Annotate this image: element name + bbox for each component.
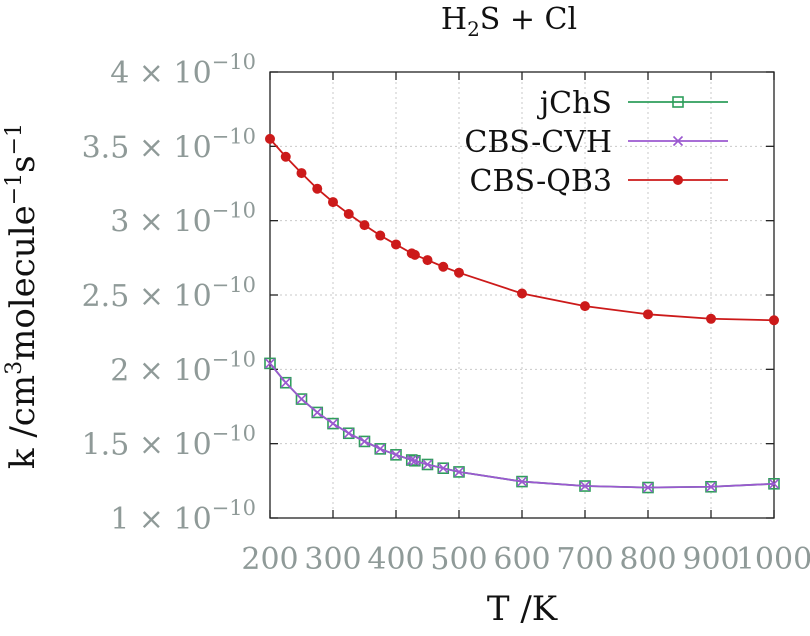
point-marker	[409, 249, 420, 260]
point-marker	[265, 133, 275, 144]
series-cbs-cvh	[264, 358, 780, 493]
point-marker	[580, 301, 590, 312]
point-marker	[343, 208, 354, 219]
point-marker	[312, 407, 323, 418]
point-marker	[391, 239, 401, 250]
point-marker	[438, 463, 449, 474]
point-marker	[264, 357, 276, 370]
point-marker	[280, 377, 291, 388]
point-marker	[328, 197, 338, 208]
point-marker	[517, 288, 527, 299]
point-marker	[672, 96, 684, 108]
y-tick-label: 1.5 × 10−10	[82, 422, 256, 463]
legend-entry: jChS	[537, 86, 728, 121]
point-marker	[359, 220, 370, 231]
point-marker	[312, 183, 323, 194]
point-marker	[769, 315, 779, 326]
x-tick-label: 400	[367, 542, 424, 577]
point-marker	[390, 449, 402, 461]
y-tick-labels: 1 × 10−10 1.5 × 10−10 2 × 10−10 2.5 × 10−10…	[82, 50, 256, 537]
y-tick-label: 2 × 10−10	[110, 347, 256, 388]
x-tick-label: 1000	[736, 542, 810, 577]
point-marker	[343, 428, 354, 439]
point-marker	[264, 358, 276, 369]
y-tick-label: 3 × 10−10	[110, 199, 256, 240]
point-marker	[311, 406, 324, 419]
legend: jChS CBS-CVH CBS-QB3	[464, 86, 728, 199]
x-tick-label: 300	[304, 542, 361, 577]
point-marker	[375, 443, 386, 454]
point-marker	[280, 151, 291, 162]
point-marker	[295, 393, 308, 405]
point-marker	[327, 418, 339, 429]
point-marker	[342, 427, 355, 440]
series-cbs-qb3	[265, 133, 779, 326]
point-marker	[768, 478, 780, 489]
point-marker	[422, 459, 433, 470]
x-tick-label: 900	[682, 542, 739, 577]
legend-label: jChS	[537, 86, 612, 121]
legend-label: CBS-CVH	[464, 125, 612, 160]
point-marker	[437, 462, 450, 474]
point-marker	[359, 436, 370, 447]
point-marker	[390, 449, 402, 460]
point-marker	[438, 261, 449, 272]
x-axis-title: T /K	[487, 589, 558, 629]
point-marker	[454, 267, 464, 278]
chart-title: H2S + Cl	[441, 2, 577, 41]
y-tick-label: 1 × 10−10	[110, 496, 256, 537]
point-marker	[516, 476, 528, 487]
point-marker	[642, 482, 654, 493]
x-tick-label: 800	[619, 542, 676, 577]
x-tick-label: 200	[241, 542, 298, 577]
point-marker	[406, 454, 417, 466]
x-tick-label: 600	[493, 542, 550, 577]
point-marker	[453, 466, 465, 477]
data-series	[264, 133, 780, 494]
legend-label: CBS-QB3	[469, 164, 612, 199]
point-marker	[643, 309, 653, 320]
point-marker	[409, 455, 420, 466]
point-marker	[672, 135, 684, 147]
point-marker	[375, 230, 386, 241]
point-marker	[705, 481, 717, 492]
point-marker	[358, 435, 371, 448]
point-marker	[673, 175, 683, 185]
point-marker	[579, 480, 591, 492]
grid-lines	[270, 72, 774, 518]
y-tick-label: 3.5 × 10−10	[82, 124, 256, 165]
legend-entry: CBS-CVH	[464, 125, 728, 160]
x-tick-label: 700	[556, 542, 613, 577]
x-tick-label: 500	[430, 542, 487, 577]
point-marker	[706, 313, 716, 324]
legend-entry: CBS-QB3	[469, 164, 728, 199]
point-marker	[327, 417, 339, 430]
point-marker	[374, 443, 387, 455]
point-marker	[421, 458, 434, 471]
point-marker	[279, 376, 292, 389]
y-tick-label: 2.5 × 10−10	[82, 273, 256, 314]
point-marker	[422, 255, 433, 266]
y-tick-label: 4 × 10−10	[110, 50, 256, 91]
y-axis-title: k /cm3molecule−1s−1	[2, 123, 43, 469]
point-marker	[296, 168, 307, 179]
axis-ticks	[269, 71, 775, 519]
point-marker	[296, 394, 307, 405]
